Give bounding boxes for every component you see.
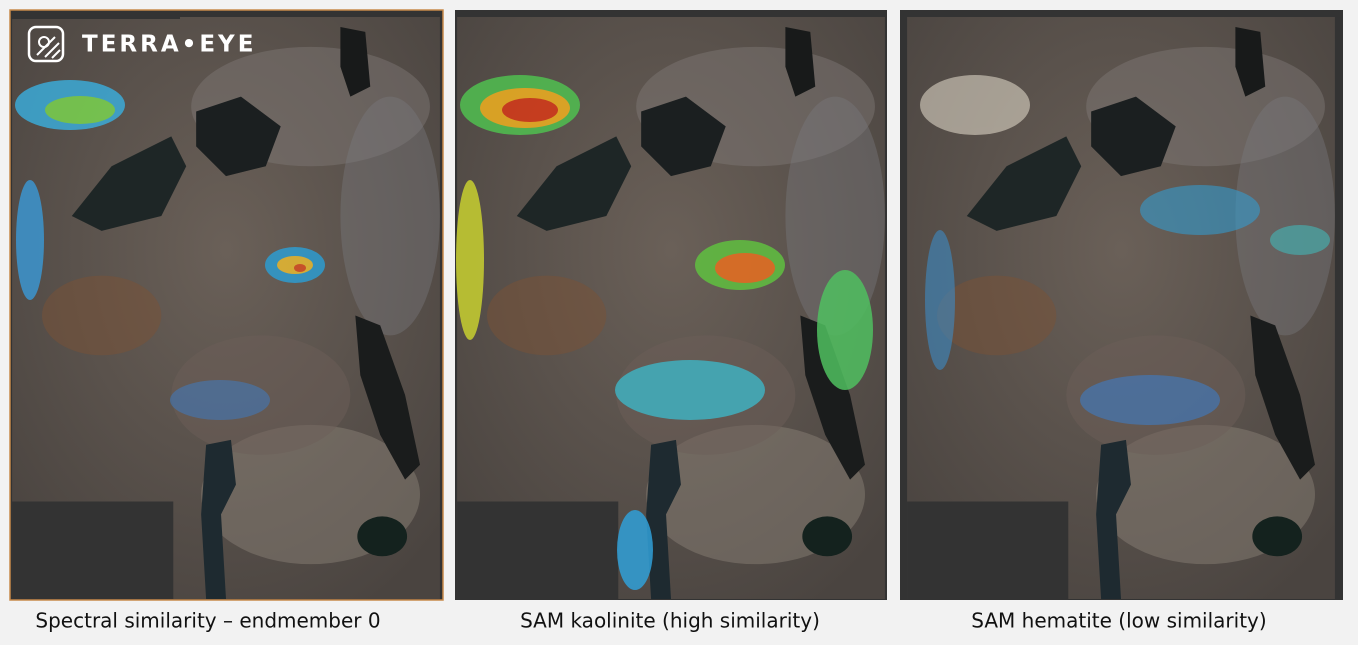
logo-text: TERRA•EYE	[82, 32, 256, 58]
panel: Spectral similarity – endmember 0	[9, 9, 444, 633]
panel: SAM kaolinite (high similarity)	[455, 10, 887, 633]
logo: TERRA•EYE	[27, 25, 256, 63]
panel: SAM hematite (low similarity)	[900, 10, 1343, 633]
panel-caption: Spectral similarity – endmember 0	[35, 609, 380, 633]
panel-caption: SAM hematite (low similarity)	[971, 609, 1266, 633]
panel-caption: SAM kaolinite (high similarity)	[520, 609, 820, 633]
